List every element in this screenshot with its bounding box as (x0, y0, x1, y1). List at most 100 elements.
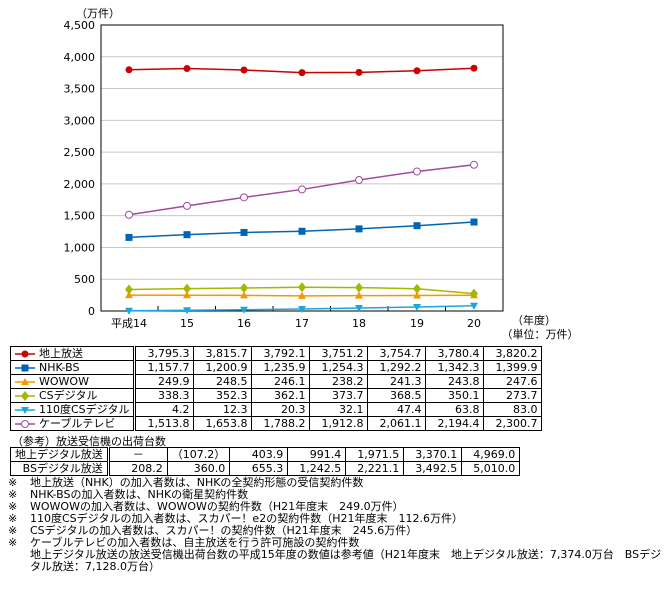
table-cell: 5,010.0 (461, 461, 521, 476)
table-cell: 3,370.1 (403, 447, 463, 462)
data-point (183, 64, 191, 72)
table-cell: 246.1 (251, 374, 311, 389)
data-point (125, 284, 133, 295)
series-NHK-BS (125, 218, 478, 241)
y-tick-label: 3,000 (64, 114, 96, 127)
x-tick-label: 16 (237, 317, 251, 330)
table-cell: 3,792.1 (251, 346, 311, 361)
table-cell: 273.7 (483, 388, 543, 403)
data-point (240, 228, 248, 236)
data-point (470, 64, 478, 72)
data-point (125, 66, 133, 74)
data-point (355, 282, 363, 293)
table-cell: 47.4 (367, 402, 427, 417)
data-point (125, 307, 133, 315)
note-text: 地上放送（NHK）の加入者数は、NHKの全契約形態の受信契約件数 (30, 476, 364, 489)
data-point (298, 227, 306, 235)
note-text: NHK-BSの加入者数は、NHKの衛星契約件数 (30, 488, 249, 501)
x-tick-label: 18 (352, 317, 366, 330)
table-cell: 83.0 (483, 402, 543, 417)
data-point (240, 282, 248, 293)
data-point (240, 66, 248, 74)
table-cell: 1,912.8 (309, 416, 369, 431)
table-cell: 655.3 (229, 461, 289, 476)
reference-title: （参考）放送受信機の出荷台数 (12, 435, 166, 448)
data-point (355, 304, 363, 312)
table-cell: 1,200.9 (193, 360, 253, 375)
note-mark: ※ (8, 500, 18, 513)
data-point (183, 231, 191, 239)
note-item: ※ 地上放送（NHK）の加入者数は、NHKの全契約形態の受信契約件数 (8, 477, 670, 489)
x-tick-label: 17 (295, 317, 309, 330)
table-row: NHK-BS 1,157.7 1,200.9 1,235.9 1,254.3 1,292.… (9, 360, 543, 375)
table-cell: 63.8 (425, 402, 485, 417)
data-point (470, 160, 478, 169)
table-cell: 1,513.8 (134, 416, 195, 431)
table-cell: 208.2 (107, 461, 168, 476)
table-cell: 360.0 (166, 461, 231, 476)
data-point (355, 291, 363, 299)
table-cell: 1,242.5 (287, 461, 347, 476)
note-text: ケーブルテレビの加入者数は、自主放送を行う許可施設の契約件数 (30, 536, 360, 549)
reference-table: 地上デジタル放送－（107.2） 403.9 991.4 1,971.5 3,370.1… (10, 447, 521, 476)
series-label: WOWOW (9, 374, 137, 389)
table-cell: 2,221.1 (345, 461, 405, 476)
table-cell: 3,492.5 (403, 461, 463, 476)
table-cell: 3,820.2 (483, 346, 543, 361)
note-item: ※ 110度CSデジタルの加入者数は、スカパー！e2の契約件数（H21年度末 11… (8, 513, 670, 525)
x-tick-label: 19 (410, 317, 424, 330)
data-point (183, 201, 191, 210)
data-point (21, 350, 29, 358)
table-cell: 238.2 (309, 374, 369, 389)
note-mark: ※ (8, 524, 18, 537)
data-point (298, 291, 306, 299)
data-point (183, 283, 191, 294)
table-cell: 338.3 (134, 388, 195, 403)
series-name: 地上放送 (39, 347, 83, 360)
table-cell: 403.9 (229, 447, 289, 462)
y-tick-label: 4,500 (64, 19, 96, 32)
table-cell: 1,971.5 (345, 447, 405, 462)
x-axis-unit: （年度） (512, 313, 556, 327)
series-name: ケーブルテレビ (39, 417, 116, 430)
data-point (470, 302, 478, 310)
table-cell: 373.7 (309, 388, 369, 403)
data-point (125, 210, 133, 219)
table-cell: 241.3 (367, 374, 427, 389)
data-point (183, 291, 191, 299)
table-cell: 12.3 (193, 402, 253, 417)
series-label: CSデジタル (9, 388, 137, 403)
table-cell: 991.4 (287, 447, 347, 462)
data-point (21, 364, 29, 372)
note-item: ※ WOWOWの加入者数は、WOWOWの契約件数（H21年度末 249.0万件） (8, 501, 670, 513)
table-cell: 1,157.7 (134, 360, 195, 375)
series-name: NHK-BS (39, 361, 80, 374)
table-cell: 368.5 (367, 388, 427, 403)
data-point (125, 291, 133, 299)
table-cell: 3,754.7 (367, 346, 427, 361)
data-point (355, 68, 363, 76)
table-cell: 247.6 (483, 374, 543, 389)
line-chart: 0 500 1,000 1,500 2,000 2,500 3,000 3,500 4,000 4… (64, 7, 579, 340)
data-point (470, 288, 478, 299)
series-ケーブルテレビ (125, 160, 478, 219)
table-cell: 248.5 (193, 374, 253, 389)
data-point (413, 167, 421, 176)
x-tick-label: 平成14 (111, 317, 147, 330)
data-point (240, 291, 248, 299)
note-text: 地上デジタル放送の放送受信機出荷台数の平成15年度の数値は参考値（H21年度末 … (30, 548, 662, 573)
table-row: BSデジタル放送 208.2 360.0 655.3 1,242.5 2,221.1 3,4… (10, 461, 521, 476)
row-label: 地上デジタル放送 (10, 447, 110, 462)
table-cell: 4,969.0 (461, 447, 521, 462)
note-mark: ※ (8, 512, 18, 525)
note-mark: ※ (8, 476, 18, 489)
table-cell: 1,292.2 (367, 360, 427, 375)
table-cell: （107.2） (166, 447, 231, 462)
data-point (298, 282, 306, 293)
table-cell: 352.3 (193, 388, 253, 403)
table-cell: 2,194.4 (425, 416, 485, 431)
series-label: NHK-BS (9, 360, 137, 375)
table-cell: 362.1 (251, 388, 311, 403)
series-地上放送 (125, 64, 478, 77)
table-cell: 3,795.3 (134, 346, 195, 361)
